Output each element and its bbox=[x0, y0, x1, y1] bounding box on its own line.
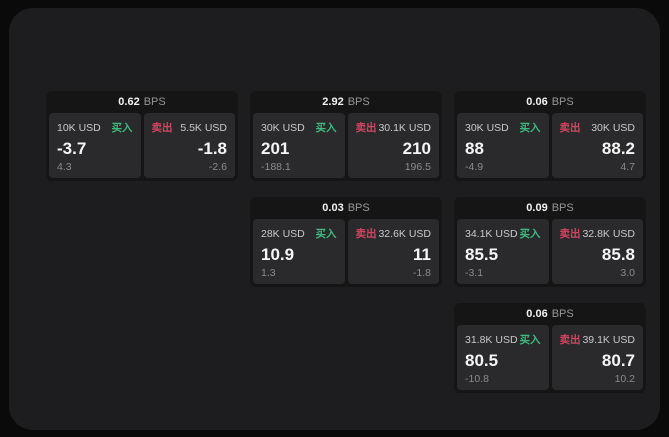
sell-size: 30K USD bbox=[591, 121, 635, 134]
card-header: 0.62 BPS bbox=[46, 91, 238, 113]
sell-panel[interactable]: 卖出 32.8K USD 85.8 3.0 bbox=[551, 219, 643, 284]
bps-unit: BPS bbox=[551, 308, 574, 320]
quote-card: 0.62 BPS 10K USD 买入 -3.7 4.3 卖出 5.5K USD bbox=[46, 91, 238, 181]
buy-panel[interactable]: 10K USD 买入 -3.7 4.3 bbox=[49, 113, 141, 178]
buy-label: 买入 bbox=[315, 228, 337, 240]
card-header: 0.06 BPS bbox=[454, 91, 646, 113]
sell-value: 210 bbox=[402, 138, 431, 158]
sell-label: 卖出 bbox=[559, 334, 581, 346]
sell-label: 卖出 bbox=[559, 228, 581, 240]
card-header: 0.03 BPS bbox=[250, 197, 442, 219]
sell-value: 80.7 bbox=[601, 350, 635, 370]
buy-value: -3.7 bbox=[57, 138, 87, 158]
buy-value: 201 bbox=[261, 138, 290, 158]
buy-sub-value: -10.8 bbox=[465, 372, 489, 385]
buy-panel[interactable]: 31.8K USD 买入 80.5 -10.8 bbox=[457, 325, 549, 390]
bps-value: 0.62 bbox=[118, 96, 140, 108]
buy-value: 88 bbox=[465, 138, 484, 158]
quote-card: 0.06 BPS 31.8K USD 买入 80.5 -10.8 卖出 39.1… bbox=[454, 303, 646, 393]
buy-panel[interactable]: 30K USD 买入 201 -188.1 bbox=[253, 113, 345, 178]
sell-value: -1.8 bbox=[197, 138, 227, 158]
sell-size: 32.6K USD bbox=[378, 227, 431, 240]
bps-unit: BPS bbox=[143, 96, 166, 108]
buy-size: 30K USD bbox=[261, 121, 305, 134]
bps-unit: BPS bbox=[551, 96, 574, 108]
bps-unit: BPS bbox=[347, 202, 370, 214]
buy-label: 买入 bbox=[111, 122, 133, 134]
buy-panel[interactable]: 30K USD 买入 88 -4.9 bbox=[457, 113, 549, 178]
buy-panel[interactable]: 34.1K USD 买入 85.5 -3.1 bbox=[457, 219, 549, 284]
bps-value: 0.09 bbox=[526, 202, 548, 214]
buy-panel[interactable]: 28K USD 买入 10.9 1.3 bbox=[253, 219, 345, 284]
card-header: 0.09 BPS bbox=[454, 197, 646, 219]
card-header: 0.06 BPS bbox=[454, 303, 646, 325]
buy-size: 28K USD bbox=[261, 227, 305, 240]
quote-card: 2.92 BPS 30K USD 买入 201 -188.1 卖出 30.1K … bbox=[250, 91, 442, 181]
sell-size: 5.5K USD bbox=[180, 121, 227, 134]
sell-panel[interactable]: 卖出 39.1K USD 80.7 10.2 bbox=[551, 325, 643, 390]
buy-size: 10K USD bbox=[57, 121, 101, 134]
sell-sub-value: 4.7 bbox=[620, 160, 635, 173]
bps-value: 0.06 bbox=[526, 308, 548, 320]
quote-card: 0.06 BPS 30K USD 买入 88 -4.9 卖出 30K USD bbox=[454, 91, 646, 181]
quote-card-grid: 0.62 BPS 10K USD 买入 -3.7 4.3 卖出 5.5K USD bbox=[46, 91, 646, 393]
sell-size: 39.1K USD bbox=[582, 333, 635, 346]
buy-value: 80.5 bbox=[465, 350, 499, 370]
buy-label: 买入 bbox=[519, 334, 541, 346]
buy-sub-value: -3.1 bbox=[465, 266, 484, 279]
buy-label: 买入 bbox=[519, 122, 541, 134]
sell-size: 30.1K USD bbox=[378, 121, 431, 134]
sell-value: 11 bbox=[413, 244, 431, 264]
sell-label: 卖出 bbox=[151, 122, 173, 134]
quote-card: 0.03 BPS 28K USD 买入 10.9 1.3 卖出 32.6K US… bbox=[250, 197, 442, 287]
sell-sub-value: -2.6 bbox=[208, 160, 227, 173]
sell-panel[interactable]: 卖出 5.5K USD -1.8 -2.6 bbox=[143, 113, 235, 178]
sell-sub-value: 3.0 bbox=[620, 266, 635, 279]
bps-unit: BPS bbox=[551, 202, 574, 214]
buy-value: 10.9 bbox=[261, 244, 295, 264]
buy-size: 30K USD bbox=[465, 121, 509, 134]
buy-sub-value: -4.9 bbox=[465, 160, 484, 173]
sell-label: 卖出 bbox=[559, 122, 581, 134]
bps-value: 0.03 bbox=[322, 202, 344, 214]
sell-size: 32.8K USD bbox=[582, 227, 635, 240]
buy-size: 34.1K USD bbox=[465, 227, 518, 240]
buy-value: 85.5 bbox=[465, 244, 499, 264]
buy-sub-value: -188.1 bbox=[261, 160, 291, 173]
sell-panel[interactable]: 卖出 32.6K USD 11 -1.8 bbox=[347, 219, 439, 284]
quote-card: 0.09 BPS 34.1K USD 买入 85.5 -3.1 卖出 32.8K… bbox=[454, 197, 646, 287]
buy-sub-value: 1.3 bbox=[261, 266, 276, 279]
buy-size: 31.8K USD bbox=[465, 333, 518, 346]
sell-panel[interactable]: 卖出 30K USD 88.2 4.7 bbox=[551, 113, 643, 178]
sell-value: 88.2 bbox=[601, 138, 635, 158]
buy-label: 买入 bbox=[519, 228, 541, 240]
card-header: 2.92 BPS bbox=[250, 91, 442, 113]
sell-sub-value: 10.2 bbox=[614, 372, 635, 385]
buy-sub-value: 4.3 bbox=[57, 160, 72, 173]
sell-sub-value: 196.5 bbox=[404, 160, 431, 173]
sell-panel[interactable]: 卖出 30.1K USD 210 196.5 bbox=[347, 113, 439, 178]
sell-label: 卖出 bbox=[355, 122, 377, 134]
sell-sub-value: -1.8 bbox=[412, 266, 431, 279]
bps-unit: BPS bbox=[347, 96, 370, 108]
buy-label: 买入 bbox=[315, 122, 337, 134]
app-surface: 0.62 BPS 10K USD 买入 -3.7 4.3 卖出 5.5K USD bbox=[9, 8, 660, 430]
sell-label: 卖出 bbox=[355, 228, 377, 240]
bps-value: 2.92 bbox=[322, 96, 344, 108]
bps-value: 0.06 bbox=[526, 96, 548, 108]
sell-value: 85.8 bbox=[601, 244, 635, 264]
